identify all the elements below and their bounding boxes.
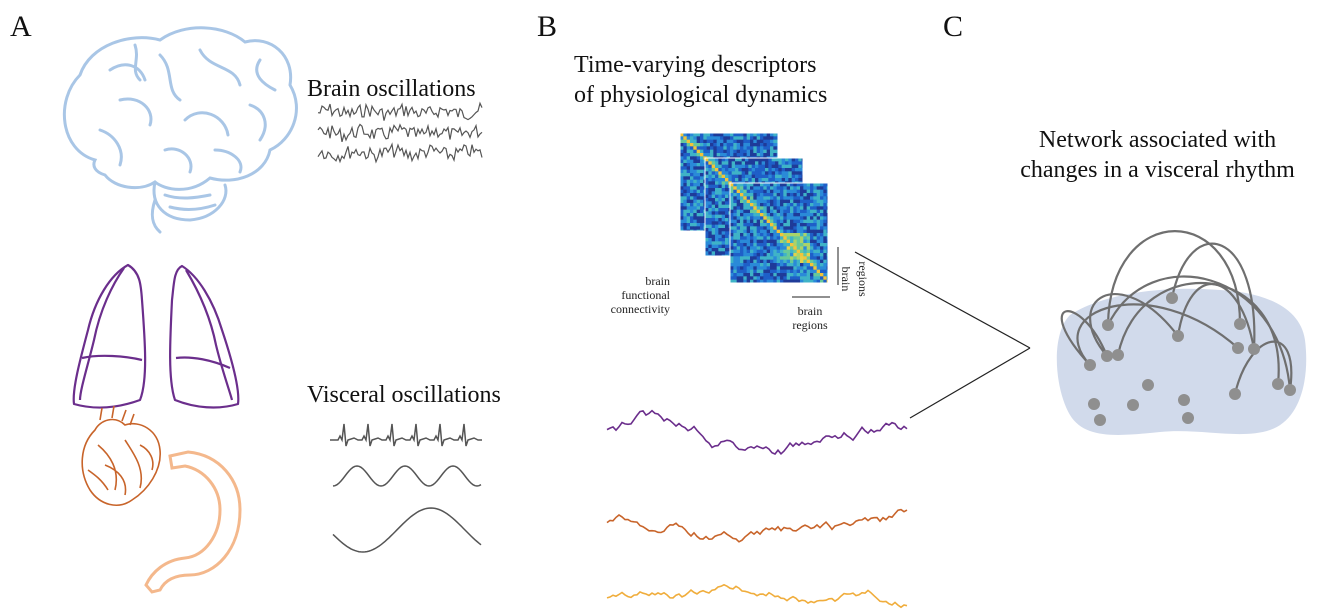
descriptor-trace-purple: [606, 409, 908, 455]
brain-oscillations-label: Brain oscillations: [307, 76, 476, 102]
network-node: [1248, 343, 1260, 355]
network-node: [1178, 394, 1190, 406]
ecg-trace: [330, 423, 482, 447]
heart-icon: [81, 405, 161, 506]
network-node: [1142, 379, 1154, 391]
connectivity-label-line2: functional: [621, 288, 670, 302]
brain-icon: [62, 26, 298, 234]
network-edge: [1176, 282, 1256, 351]
network-node: [1094, 414, 1106, 426]
network-node: [1234, 318, 1246, 330]
yellow-trace: [606, 583, 908, 609]
visceral-oscillations-label: Visceral oscillations: [307, 382, 501, 408]
network-edge: [1106, 275, 1292, 392]
connectivity-matrix: [730, 183, 828, 283]
brain-trace: [317, 101, 483, 121]
network-edge: [1060, 310, 1109, 367]
panel-b-title-line1: Time-varying descriptors: [574, 52, 817, 78]
network-node: [1232, 342, 1244, 354]
connectivity-matrix-stack: [679, 132, 829, 284]
network-node: [1229, 388, 1241, 400]
brain-trace: [317, 142, 483, 164]
network-node: [1088, 398, 1100, 410]
brain-oscillation-traces: [317, 101, 483, 164]
network-node: [1084, 359, 1096, 371]
visceral-oscillation-traces: [330, 423, 482, 553]
network-node: [1172, 330, 1184, 342]
panel-c-title-line2: changes in a visceral rhythm: [1020, 157, 1295, 183]
connectivity-label-line3: connectivity: [610, 302, 670, 316]
axis-label-x-line1: brain: [797, 304, 823, 318]
network-edge: [1233, 340, 1293, 396]
stomach-icon: [144, 450, 242, 594]
connector-line-matrix: [854, 251, 1031, 349]
network-node: [1284, 384, 1296, 396]
connectivity-label-line1: brain: [645, 274, 670, 288]
panel-letter-a: A: [10, 10, 32, 43]
orange-trace: [606, 508, 908, 543]
network-node: [1102, 319, 1114, 331]
purple-trace: [606, 409, 908, 455]
network-edge: [1089, 293, 1180, 358]
network-edge: [1170, 242, 1256, 351]
respiration-trace: [332, 465, 482, 487]
brain-trace: [317, 123, 483, 143]
panel-c-title-line1: Network associated with: [1038, 127, 1277, 153]
network-node: [1112, 349, 1124, 361]
descriptor-trace-orange: [606, 508, 908, 543]
panel-b-title-line2: of physiological dynamics: [574, 82, 828, 108]
connector-line-trace: [909, 347, 1031, 419]
axis-label-x-line2: regions: [792, 318, 828, 332]
network-node: [1272, 378, 1284, 390]
gastric-trace: [332, 507, 482, 553]
lungs-icon: [72, 263, 240, 409]
network-node: [1127, 399, 1139, 411]
network-edge: [1076, 303, 1240, 367]
network-node: [1182, 412, 1194, 424]
network-edge: [1106, 230, 1242, 327]
descriptor-trace-yellow: [606, 583, 908, 609]
panel-letter-b: B: [537, 10, 558, 43]
network-node: [1101, 350, 1113, 362]
network-node: [1166, 292, 1178, 304]
panel-letter-c: C: [943, 10, 964, 43]
